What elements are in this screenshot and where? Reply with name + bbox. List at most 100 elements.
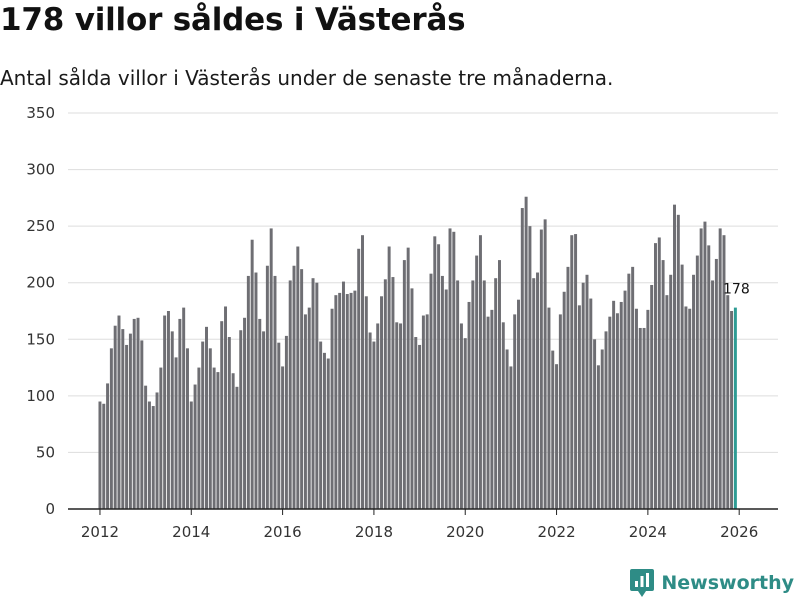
bar (395, 322, 399, 509)
bar (528, 226, 532, 509)
bar (684, 306, 688, 509)
bar (509, 366, 513, 509)
bar (699, 228, 703, 509)
bar (376, 323, 380, 509)
bar (391, 277, 395, 509)
bar (170, 331, 174, 509)
bar (604, 331, 608, 509)
bar (524, 196, 528, 510)
bar (596, 365, 600, 509)
bar (132, 318, 136, 509)
bar (300, 269, 304, 509)
bar (117, 315, 121, 509)
bar (505, 349, 509, 509)
bar (288, 280, 292, 509)
bar (463, 338, 467, 509)
annotations: 178 (723, 282, 750, 298)
bar (273, 275, 277, 509)
bar (498, 260, 501, 509)
bar (425, 314, 429, 509)
bar (159, 367, 163, 509)
bar (353, 290, 357, 509)
bar (688, 308, 692, 509)
bar (121, 329, 125, 509)
bar (707, 245, 711, 509)
bar (608, 316, 612, 509)
bar (459, 323, 463, 509)
bar (250, 239, 254, 509)
bar-latest (733, 307, 737, 509)
bar (482, 280, 486, 509)
bar (452, 231, 456, 510)
bar (197, 367, 201, 509)
bar (566, 266, 570, 509)
bar (140, 340, 144, 509)
bar (102, 403, 106, 509)
y-tick-label: 300 (26, 161, 55, 179)
bar (296, 246, 300, 509)
bar (383, 279, 387, 509)
bar (113, 325, 117, 509)
bar (593, 339, 597, 509)
bar (577, 305, 581, 509)
bar (166, 311, 170, 509)
bar (665, 295, 669, 509)
bar (201, 341, 205, 509)
bar (612, 300, 616, 509)
bar (109, 348, 113, 509)
bar (501, 322, 505, 509)
bar (246, 275, 250, 509)
bar (619, 301, 623, 509)
latest-value-label: 178 (723, 282, 750, 298)
bar (536, 272, 540, 509)
bar (277, 342, 281, 509)
y-axis-ticks: 0 50 100 150 200 250 300 350 (26, 104, 55, 518)
bar (106, 383, 110, 509)
bar (399, 323, 403, 509)
bar (631, 266, 635, 509)
bar (414, 337, 418, 509)
bar (654, 243, 657, 510)
bar (669, 274, 673, 509)
bar (174, 357, 178, 509)
bar (634, 308, 638, 509)
bar (718, 228, 722, 509)
bar (714, 258, 718, 509)
bar (429, 273, 433, 509)
x-tick-label: 2012 (81, 523, 119, 541)
bar (292, 265, 296, 509)
bar (543, 219, 547, 509)
bar (726, 295, 730, 509)
x-tick-label: 2022 (537, 523, 575, 541)
bar (269, 228, 273, 509)
y-tick-label: 50 (36, 443, 55, 461)
bar (330, 308, 334, 509)
bar (227, 337, 231, 509)
bar (627, 273, 631, 509)
bar (338, 292, 342, 509)
bar (182, 307, 186, 509)
bar (692, 274, 696, 509)
y-tick-label: 350 (26, 104, 55, 122)
brand-logo[interactable]: Newsworthy (629, 568, 794, 598)
bar (490, 309, 494, 509)
bar (722, 235, 726, 509)
bar (144, 385, 148, 509)
bar (147, 401, 151, 509)
bar (562, 291, 566, 509)
bar (600, 349, 604, 509)
bar (262, 331, 266, 509)
bar (478, 235, 482, 509)
bar (349, 292, 353, 509)
bar (136, 317, 140, 509)
bar (623, 290, 627, 509)
bar (254, 272, 258, 509)
bar (657, 237, 661, 509)
bar (711, 280, 715, 509)
bar (220, 321, 224, 509)
bar (695, 255, 699, 509)
bar (646, 309, 650, 509)
bar (239, 330, 243, 509)
bar (189, 401, 193, 509)
